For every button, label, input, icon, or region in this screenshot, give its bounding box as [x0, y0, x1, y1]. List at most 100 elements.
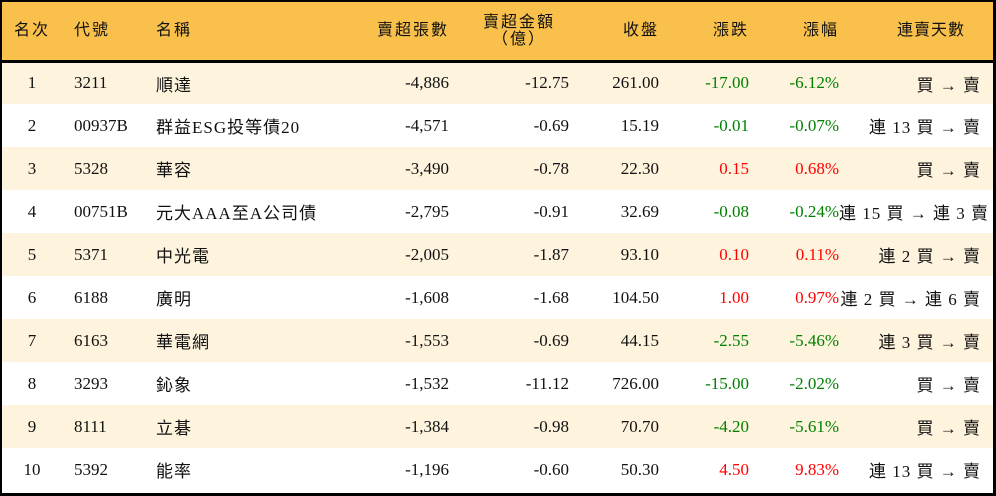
header-row: 名次 代號 名稱 賣超張數 賣超金額 （億） 收盤 漲跌 漲幅 連賣天數 — [2, 2, 993, 61]
cell-consecutive-days: 連 13 買 → 賣 — [869, 462, 981, 481]
cell-net-sell-amount: -0.60 — [533, 459, 569, 479]
cell-net-sell-volume: -1,532 — [405, 373, 449, 393]
cell-change-pct: -5.61% — [789, 416, 839, 436]
cell-net-sell-volume: -4,886 — [405, 73, 449, 93]
stock-name[interactable]: 元大AAA至A公司債 — [156, 204, 318, 223]
cell-name[interactable]: 能率 — [156, 448, 336, 491]
cell-change: -17.00 — [705, 73, 749, 93]
cell-net-sell-amount: -0.98 — [533, 416, 569, 436]
table-row[interactable]: 7 6163 華電網 -1,553 -0.69 44.15 -2.55 -5.4… — [2, 319, 993, 362]
cell-name[interactable]: 華容 — [156, 147, 336, 190]
cell-consecutive-days: 連 2 買 → 連 6 賣 — [840, 290, 981, 309]
cell-code[interactable]: 6163 — [74, 330, 108, 350]
cell-code[interactable]: 8111 — [74, 416, 107, 436]
cell-consecutive-days: 連 13 買 → 賣 — [869, 118, 981, 137]
cell-consecutive-days: 買 → 賣 — [916, 75, 981, 95]
cell-rank: 4 — [27, 201, 37, 221]
cell-change-pct: -6.12% — [789, 73, 839, 93]
stock-name[interactable]: 群益ESG投等債20 — [156, 118, 301, 137]
cell-rank: 5 — [27, 244, 37, 264]
stock-name[interactable]: 中光電 — [156, 247, 210, 266]
cell-code[interactable]: 5371 — [74, 244, 108, 264]
cell-code[interactable]: 6188 — [74, 287, 108, 307]
table-row[interactable]: 6 6188 廣明 -1,608 -1.68 104.50 1.00 0.97%… — [2, 276, 993, 319]
cell-code[interactable]: 5328 — [74, 158, 108, 178]
cell-consecutive-days: 連 3 買 → 賣 — [878, 333, 981, 352]
cell-change-pct: 9.83% — [795, 459, 839, 479]
cell-rank: 10 — [23, 459, 41, 479]
cell-code[interactable]: 00751B — [74, 201, 128, 221]
cell-change-pct: -5.46% — [789, 330, 839, 350]
table-row[interactable]: 8 3293 鈊象 -1,532 -11.12 726.00 -15.00 -2… — [2, 362, 993, 405]
header-code[interactable]: 代號 — [74, 22, 111, 40]
header-rank[interactable]: 名次 — [13, 22, 50, 40]
stock-name[interactable]: 廣明 — [156, 290, 192, 309]
cell-rank: 6 — [27, 287, 37, 307]
cell-name[interactable]: 元大AAA至A公司債 — [156, 190, 336, 233]
cell-net-sell-volume: -1,553 — [405, 330, 449, 350]
cell-close: 726.00 — [612, 373, 659, 393]
cell-consecutive-days: 買 → 賣 — [916, 376, 981, 395]
cell-name[interactable]: 群益ESG投等債20 — [156, 104, 336, 147]
cell-name[interactable]: 立碁 — [156, 405, 336, 448]
cell-net-sell-amount: -0.78 — [533, 158, 569, 178]
cell-code[interactable]: 00937B — [74, 115, 128, 135]
table-row[interactable]: 3 5328 華容 -3,490 -0.78 22.30 0.15 0.68% … — [2, 147, 993, 190]
stock-name[interactable]: 華容 — [156, 161, 192, 180]
header-change[interactable]: 漲跌 — [712, 22, 749, 40]
cell-change-pct: -2.02% — [789, 373, 839, 393]
cell-change: 0.10 — [719, 244, 749, 264]
cell-change: -15.00 — [705, 373, 749, 393]
cell-net-sell-volume: -2,005 — [405, 244, 449, 264]
cell-name[interactable]: 廣明 — [156, 276, 336, 319]
cell-close: 93.10 — [620, 244, 659, 264]
cell-net-sell-volume: -1,196 — [405, 459, 449, 479]
cell-net-sell-amount: -1.87 — [533, 244, 569, 264]
header-name[interactable]: 名稱 — [156, 22, 193, 40]
cell-consecutive-days: 買 → 賣 — [916, 419, 981, 438]
table-row[interactable]: 5 5371 中光電 -2,005 -1.87 93.10 0.10 0.11%… — [2, 233, 993, 276]
cell-code[interactable]: 3211 — [74, 73, 108, 93]
cell-code[interactable]: 5392 — [74, 459, 108, 479]
header-net-sell-amount-line1: 賣超金額 — [482, 13, 555, 31]
cell-change: -2.55 — [713, 330, 749, 350]
cell-name[interactable]: 鈊象 — [156, 362, 336, 405]
table-body: 1 3211 順達 -4,886 -12.75 261.00 -17.00 -6… — [2, 61, 993, 491]
table-row[interactable]: 2 00937B 群益ESG投等債20 -4,571 -0.69 15.19 -… — [2, 104, 993, 147]
cell-name[interactable]: 順達 — [156, 61, 336, 104]
cell-close: 261.00 — [612, 73, 659, 93]
table-row[interactable]: 4 00751B 元大AAA至A公司債 -2,795 -0.91 32.69 -… — [2, 190, 993, 233]
cell-close: 22.30 — [620, 158, 659, 178]
cell-close: 32.69 — [620, 201, 659, 221]
stock-name[interactable]: 華電網 — [156, 333, 210, 352]
stock-name[interactable]: 順達 — [156, 75, 192, 95]
cell-net-sell-amount: -11.12 — [525, 373, 569, 393]
stock-name[interactable]: 鈊象 — [156, 376, 192, 395]
header-consecutive-days[interactable]: 連賣天數 — [896, 22, 965, 40]
table-row[interactable]: 10 5392 能率 -1,196 -0.60 50.30 4.50 9.83%… — [2, 448, 993, 491]
cell-net-sell-volume: -4,571 — [405, 115, 449, 135]
cell-rank: 8 — [27, 373, 37, 393]
cell-name[interactable]: 中光電 — [156, 233, 336, 276]
cell-close: 104.50 — [612, 287, 659, 307]
stock-name[interactable]: 能率 — [156, 462, 192, 481]
stock-name[interactable]: 立碁 — [156, 419, 192, 438]
cell-code[interactable]: 3293 — [74, 373, 108, 393]
table-row[interactable]: 1 3211 順達 -4,886 -12.75 261.00 -17.00 -6… — [2, 61, 993, 104]
cell-change: 0.15 — [719, 158, 749, 178]
cell-net-sell-volume: -2,795 — [405, 201, 449, 221]
cell-change-pct: 0.97% — [795, 287, 839, 307]
cell-name[interactable]: 華電網 — [156, 319, 336, 362]
cell-rank: 9 — [27, 416, 37, 436]
cell-net-sell-volume: -3,490 — [405, 158, 449, 178]
header-change-pct[interactable]: 漲幅 — [802, 22, 839, 40]
header-close[interactable]: 收盤 — [622, 22, 659, 40]
table-row[interactable]: 9 8111 立碁 -1,384 -0.98 70.70 -4.20 -5.61… — [2, 405, 993, 448]
cell-rank: 3 — [27, 158, 37, 178]
header-net-sell-volume[interactable]: 賣超張數 — [376, 22, 449, 40]
header-net-sell-amount[interactable]: 賣超金額 （億） — [449, 2, 569, 61]
cell-change: 4.50 — [719, 459, 749, 479]
cell-close: 70.70 — [620, 416, 659, 436]
